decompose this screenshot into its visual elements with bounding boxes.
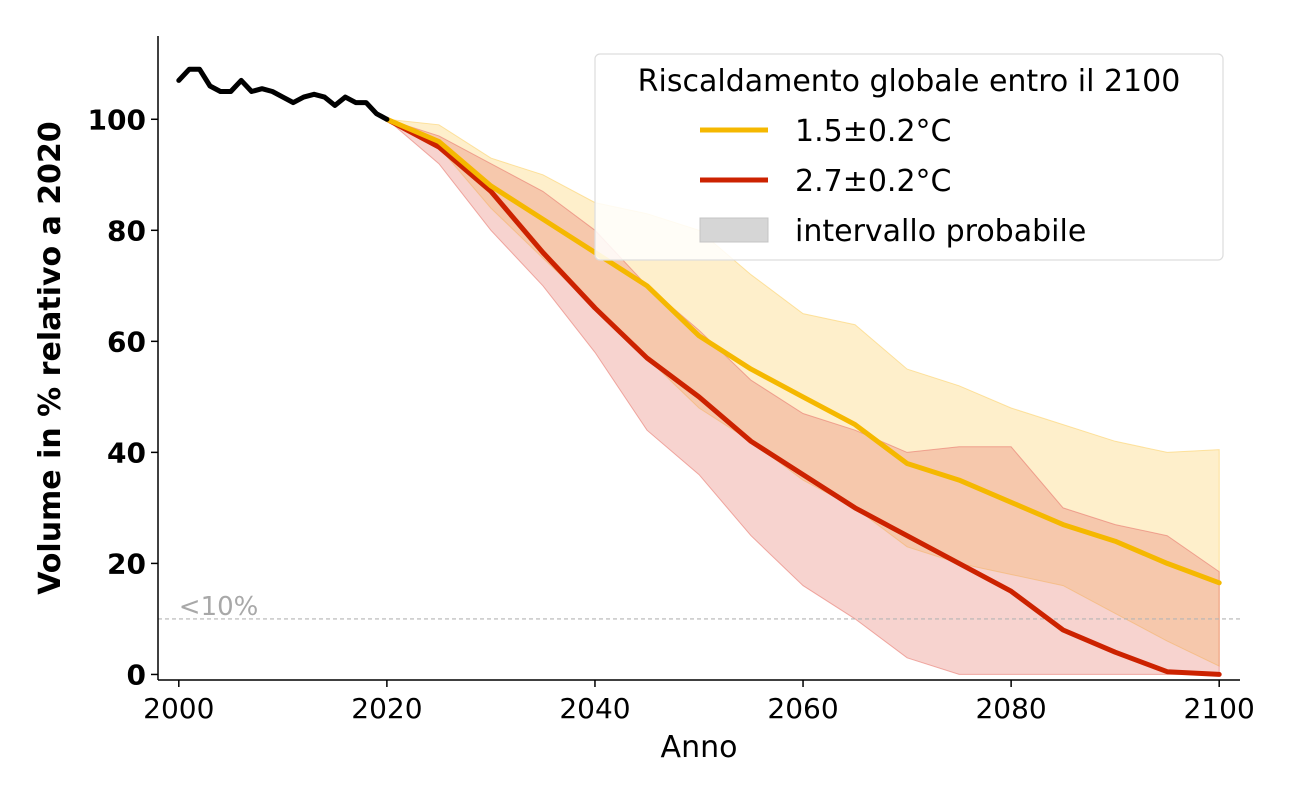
historical-line — [176, 66, 390, 122]
y-tick-label: 80 — [107, 214, 146, 247]
x-tick-label: 2060 — [767, 692, 838, 725]
series-lines — [176, 66, 1222, 677]
x-tick-label: 2020 — [351, 692, 422, 725]
x-tick-label: 2100 — [1184, 692, 1255, 725]
legend-title: Riscaldamento globale entro il 2100 — [638, 64, 1181, 99]
y-axis-ticks: 0 20 40 60 80 100 — [88, 103, 158, 691]
y-tick-label: 0 — [127, 658, 146, 691]
x-tick-label: 2080 — [975, 692, 1046, 725]
series-line-1-5 — [384, 116, 1222, 586]
y-tick-label: 20 — [107, 547, 146, 580]
legend-label-1-5: 1.5±0.2°C — [795, 114, 952, 149]
y-tick-label: 40 — [107, 436, 146, 469]
x-axis-title: Anno — [661, 730, 738, 765]
x-tick-label: 2000 — [143, 692, 214, 725]
series-line-2-7 — [384, 116, 1222, 677]
y-tick-label: 60 — [107, 325, 146, 358]
legend: Riscaldamento globale entro il 2100 1.5±… — [594, 53, 1224, 261]
x-axis-ticks: 2000 2020 2040 2060 2080 2100 — [143, 680, 1255, 725]
legend-swatch-likely-range — [699, 217, 769, 243]
x-tick-label: 2040 — [559, 692, 630, 725]
threshold-label: <10% — [179, 592, 259, 622]
y-tick-label: 100 — [88, 103, 146, 136]
legend-label-likely-range: intervallo probabile — [795, 214, 1086, 249]
legend-box — [594, 53, 1224, 261]
legend-label-2-7: 2.7±0.2°C — [795, 164, 952, 199]
y-axis-title: Volume in % relativo a 2020 — [33, 121, 68, 595]
